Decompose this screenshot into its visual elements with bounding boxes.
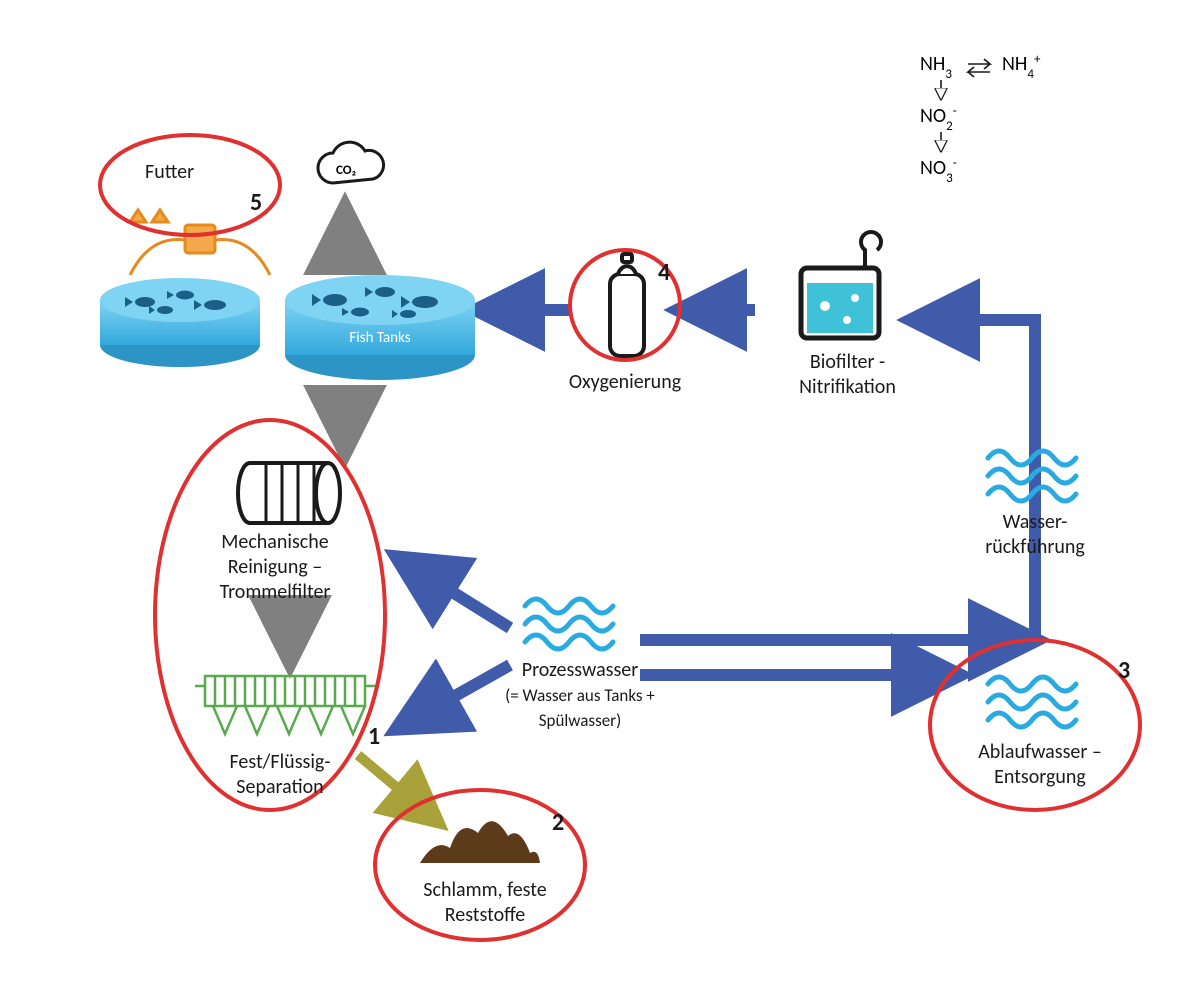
diagram-svg: Fish Tanks CO₂ [0,0,1180,981]
drum-filter-icon [238,463,340,523]
sludge-icon [420,821,540,863]
sep-line1: Fest/Flüssig- [230,750,331,774]
fish-tank-2: Fish Tanks [285,275,475,380]
proz-line3: Spülwasser) [539,710,622,731]
mech-label: Mechanische Reinigung – Trommelfilter [200,530,350,605]
oxy-label: Oxygenierung [565,370,685,395]
wasser-line1: Wasser- [1003,510,1068,534]
biofilter-line1: Biofilter - [810,350,885,374]
ablauf-label: Ablaufwasser – Entsorgung [960,740,1120,790]
sep-label: Fest/Flüssig- Separation [210,750,350,800]
proz-label: Prozesswasser (= Wasser aus Tanks + Spül… [480,658,680,733]
waves-ablauf-icon [988,677,1076,727]
wasser-line2: rückführung [985,535,1085,559]
co2-text: CO₂ [336,163,356,178]
biofilter-label: Biofilter - Nitrifikation [790,350,905,400]
diagram-root: Fish Tanks CO₂ [0,0,1180,981]
futter-label: Futter [145,160,194,185]
number-3: 3 [1118,656,1130,685]
mech-line2: Reinigung – [228,555,322,579]
biofilter-icon [801,232,881,338]
proz-line2: (= Wasser aus Tanks + [505,685,655,706]
waves-recirc-icon [988,451,1076,501]
chem-sequence: NH3 NH4+ NO2- NO3- [920,52,1041,186]
schlamm-line2: Reststoffe [445,903,526,927]
oxygen-tank-icon [610,254,644,356]
mech-line3: Trommelfilter [220,580,331,604]
co2-cloud-icon: CO₂ [318,142,384,183]
proz-line1: Prozesswasser [522,658,638,682]
fish-tanks-label: Fish Tanks [349,329,410,347]
mech-line1: Mechanische [221,530,328,554]
svg-text:NO2-: NO2- [920,104,957,134]
schlamm-line1: Schlamm, feste [423,878,546,902]
number-1: 1 [368,722,380,751]
sep-line2: Separation [236,775,323,799]
schlamm-label: Schlamm, feste Reststoffe [400,878,570,928]
fish-tank-1 [100,278,260,367]
svg-text:NH4+: NH4+ [1002,52,1041,82]
number-5: 5 [250,188,262,217]
wasser-label: Wasser- rückführung [975,510,1095,560]
number-4: 4 [658,258,670,287]
svg-text:NO3-: NO3- [920,156,957,186]
ablauf-line2: Entsorgung [994,765,1086,789]
biofilter-line2: Nitrifikation [799,375,896,399]
waves-proc-icon [525,599,613,649]
feeder-icon [130,210,270,275]
ablauf-line1: Ablaufwasser – [978,740,1102,764]
svg-text:NH3: NH3 [920,52,952,82]
lamella-icon [195,676,377,734]
number-2: 2 [552,808,564,837]
arrow-olive [358,755,438,822]
